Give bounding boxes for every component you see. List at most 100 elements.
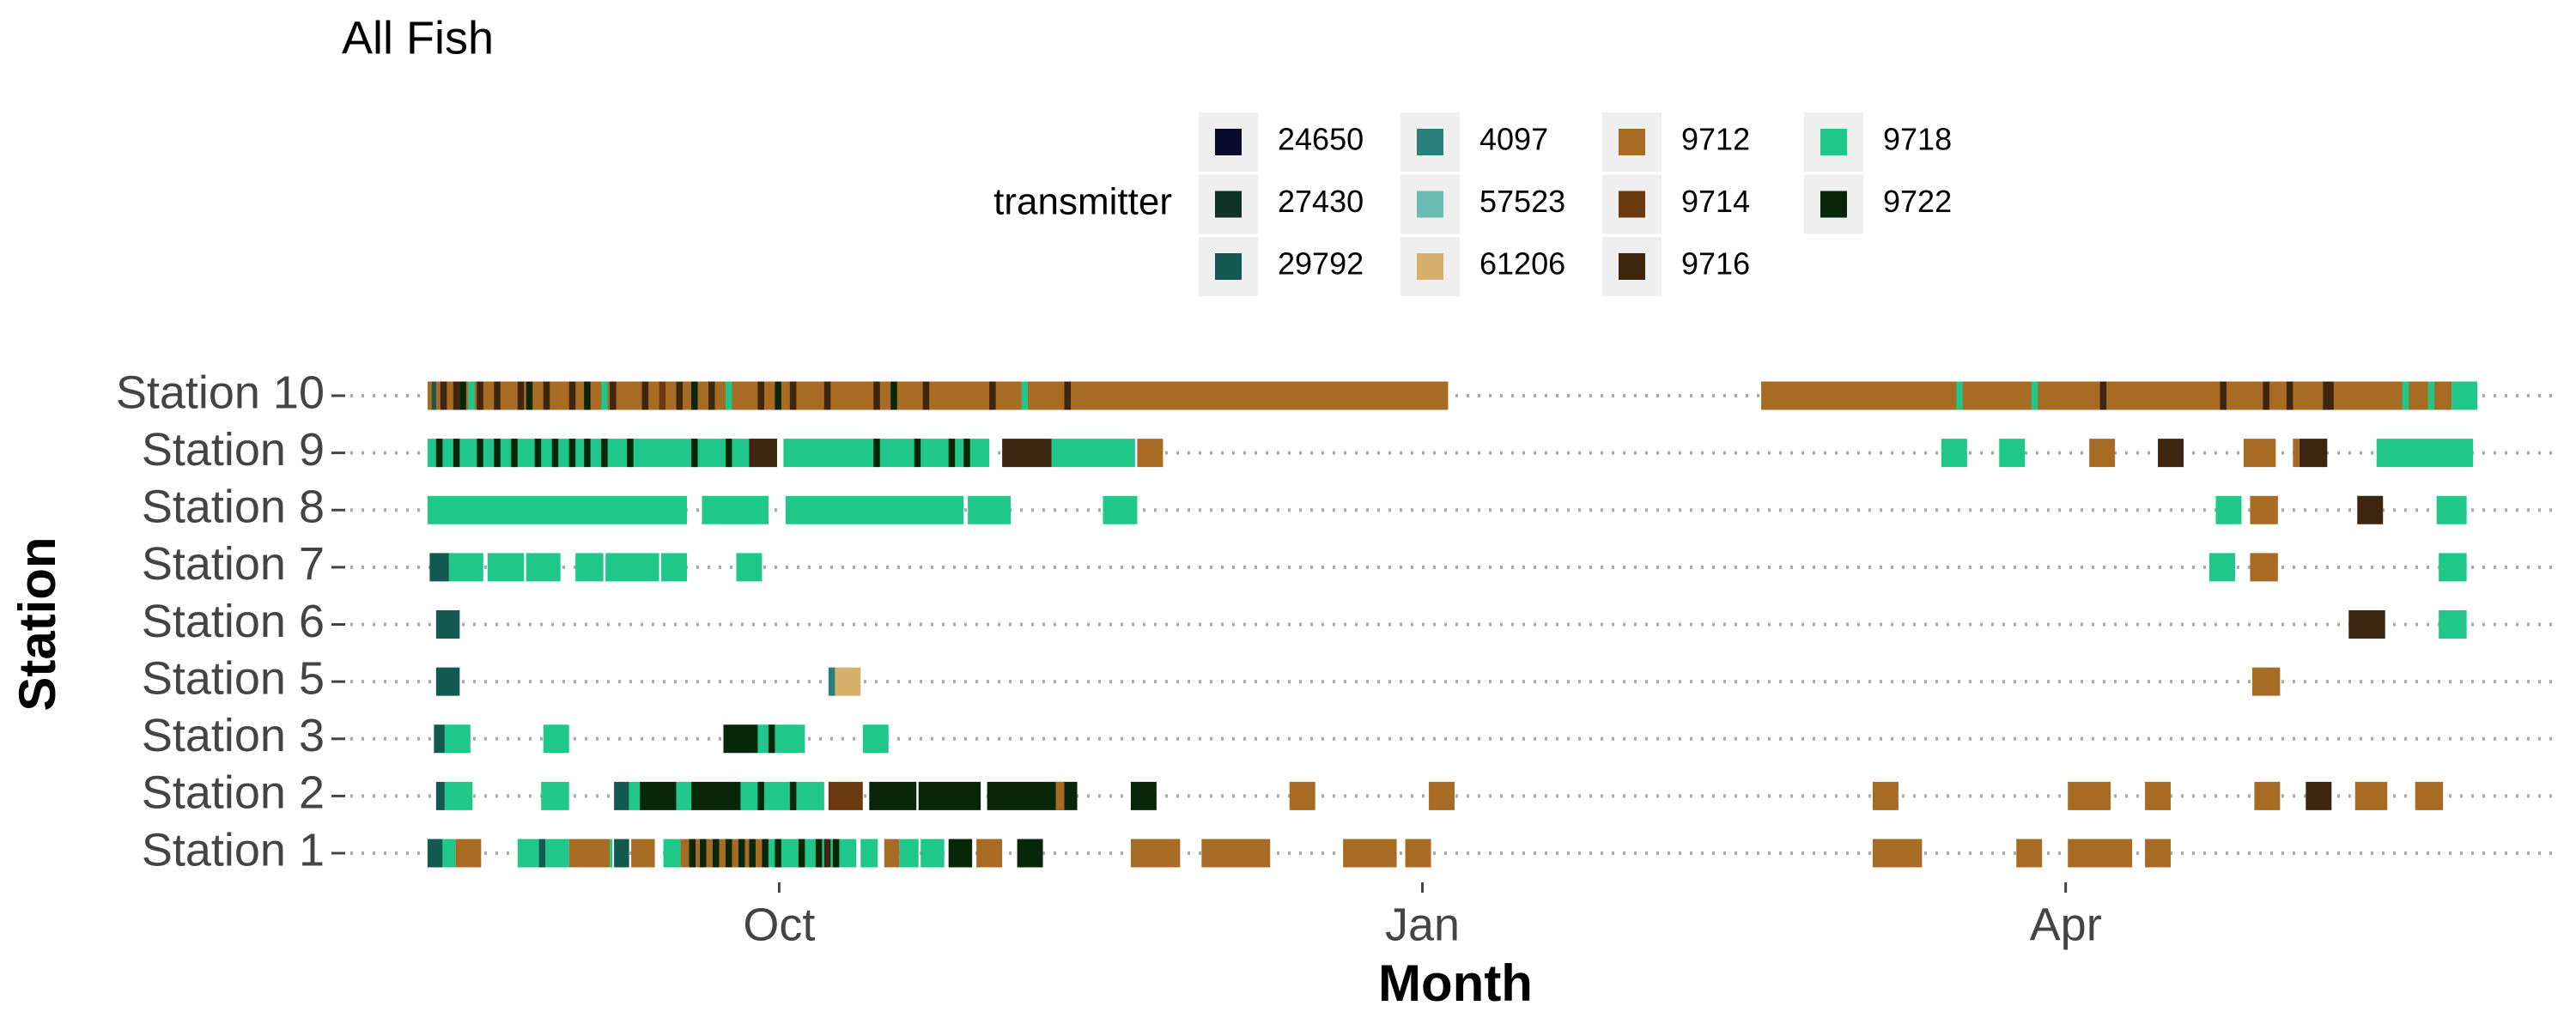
detection-bar <box>614 839 629 868</box>
detection-bar <box>2439 553 2467 582</box>
detection-bar <box>427 381 1449 410</box>
detection-bar <box>601 439 608 468</box>
detection-bar <box>494 381 501 410</box>
detection-bar <box>455 839 482 868</box>
detection-bar <box>860 839 878 868</box>
x-axis-title: Month <box>1378 954 1533 1012</box>
detection-bar <box>1017 839 1043 868</box>
y-tick-label: Station 3 <box>142 710 325 761</box>
detection-bar <box>541 781 569 810</box>
detection-bar <box>543 381 550 410</box>
legend-label: 61206 <box>1479 246 1565 282</box>
detection-bar <box>989 381 996 410</box>
detection-bar <box>584 381 591 410</box>
detection-bar <box>1999 439 2026 468</box>
detection-bar <box>2254 781 2281 810</box>
detection-bar <box>2250 553 2278 582</box>
detection-bar <box>641 381 649 410</box>
detection-bar <box>702 495 769 524</box>
x-tick-label: Jan <box>1385 899 1460 950</box>
detection-bar <box>1289 781 1315 810</box>
detection-bar <box>1103 495 1138 524</box>
detection-bar <box>2439 610 2467 639</box>
detection-bar <box>434 724 445 754</box>
detection-bar <box>2016 839 2043 868</box>
legend-swatch <box>1619 129 1645 155</box>
detection-bar <box>815 839 823 868</box>
legend-label: 29792 <box>1278 246 1364 282</box>
y-tick-label: Station 7 <box>142 538 325 590</box>
detection-bar <box>828 781 863 810</box>
detection-bar <box>663 839 681 868</box>
detection-bar <box>427 839 443 868</box>
detection-bar <box>661 553 688 582</box>
detection-bar <box>444 781 473 810</box>
chart-title: All Fish <box>342 12 494 64</box>
legend-label: 9714 <box>1681 184 1750 219</box>
legend-item: 9722 <box>1804 174 1952 234</box>
detection-bar <box>775 381 781 410</box>
detection-bar <box>1429 781 1455 810</box>
detection-bar <box>2299 439 2328 468</box>
detection-bar <box>1002 439 1052 468</box>
detection-bar <box>757 781 764 810</box>
detection-bar <box>963 439 970 468</box>
legend-swatch <box>1619 191 1645 218</box>
detection-bar <box>568 381 576 410</box>
detection-bar <box>700 839 707 868</box>
detection-bar <box>740 781 824 810</box>
detection-bar <box>610 839 613 868</box>
detection-bar <box>691 781 741 810</box>
detection-bar <box>526 381 533 410</box>
legend-item: 4097 <box>1400 112 1548 172</box>
legend-title: transmitter <box>993 181 1172 223</box>
detection-bar <box>459 381 466 410</box>
detection-bar <box>828 667 835 696</box>
detection-bar <box>899 839 919 868</box>
detection-bar <box>429 553 449 582</box>
detection-bar <box>920 839 945 868</box>
detection-bar <box>2145 839 2172 868</box>
detection-bar <box>435 667 460 696</box>
detection-bar <box>918 781 981 810</box>
detection-bar <box>2376 439 2474 468</box>
detection-bar <box>444 724 471 754</box>
detection-bar <box>798 839 805 868</box>
detection-bar <box>708 381 715 410</box>
detection-bar <box>511 439 518 468</box>
detection-bar <box>627 439 634 468</box>
detection-bar <box>526 553 561 582</box>
detection-bar <box>775 839 781 868</box>
legend-item: 29792 <box>1199 237 1364 296</box>
detection-bar <box>538 839 546 868</box>
y-tick-label: Station 10 <box>116 367 325 418</box>
detection-bar <box>823 839 831 868</box>
detection-bar <box>1872 839 1923 868</box>
y-tick-label: Station 1 <box>142 824 325 876</box>
detection-bar <box>440 381 447 410</box>
detection-bar <box>517 839 544 868</box>
detection-bar <box>768 724 775 754</box>
detection-bar <box>2306 781 2332 810</box>
detection-bar <box>869 781 917 810</box>
detection-bar <box>713 839 720 868</box>
y-tick-label: Station 2 <box>142 767 325 819</box>
detection-bar <box>736 553 762 582</box>
legend-item: 57523 <box>1400 174 1565 234</box>
detection-bar <box>543 724 569 754</box>
legend-item: 9716 <box>1602 237 1750 296</box>
y-axis-title: Station <box>9 536 66 711</box>
y-tick-label: Station 9 <box>142 424 325 476</box>
legend-label: 9716 <box>1681 246 1750 282</box>
detection-bar <box>614 781 629 810</box>
legend-swatch <box>1820 191 1847 218</box>
detection-bar <box>2243 439 2276 468</box>
detection-bar <box>494 439 501 468</box>
detection-bar <box>2089 439 2116 468</box>
legend-label: 9712 <box>1681 122 1750 157</box>
detection-bar <box>725 381 732 410</box>
legend-label: 9722 <box>1883 184 1952 219</box>
legend-swatch <box>1215 129 1242 155</box>
detection-bar <box>477 381 483 410</box>
detection-bar <box>2286 381 2293 410</box>
